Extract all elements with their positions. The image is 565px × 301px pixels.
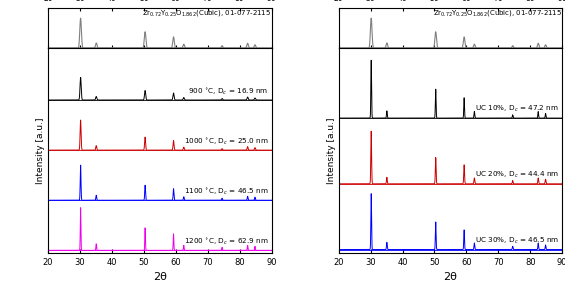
Text: 1200 $^{\circ}$C, D$_c$ = 62.9 nm: 1200 $^{\circ}$C, D$_c$ = 62.9 nm — [184, 237, 268, 247]
Text: UC 20%, D$_c$ = 44.4 nm: UC 20%, D$_c$ = 44.4 nm — [475, 170, 559, 180]
Text: Zr$_{0.72}$Y$_{0.25}$O$_{1.862}$(Cubic), 01-077-2115: Zr$_{0.72}$Y$_{0.25}$O$_{1.862}$(Cubic),… — [142, 8, 271, 18]
Text: 1100 $^{\circ}$C, D$_c$ = 46.5 nm: 1100 $^{\circ}$C, D$_c$ = 46.5 nm — [184, 186, 268, 197]
X-axis label: 2θ: 2θ — [444, 272, 457, 282]
X-axis label: 2θ: 2θ — [153, 272, 167, 282]
Text: 900 $^{\circ}$C, D$_c$ = 16.9 nm: 900 $^{\circ}$C, D$_c$ = 16.9 nm — [188, 86, 268, 97]
Y-axis label: Intensity [a.u.]: Intensity [a.u.] — [36, 117, 45, 184]
Text: UC 10%, D$_c$ = 47.2 nm: UC 10%, D$_c$ = 47.2 nm — [475, 104, 559, 114]
Y-axis label: Intensity [a.u.]: Intensity [a.u.] — [327, 117, 336, 184]
Text: Zr$_{0.72}$Y$_{0.25}$O$_{1.862}$(Cubic), 01-077-2115: Zr$_{0.72}$Y$_{0.25}$O$_{1.862}$(Cubic),… — [433, 8, 562, 18]
Text: 1000 $^{\circ}$C, D$_c$ = 25.0 nm: 1000 $^{\circ}$C, D$_c$ = 25.0 nm — [184, 136, 268, 147]
Text: UC 30%, D$_c$ = 46.5 nm: UC 30%, D$_c$ = 46.5 nm — [475, 235, 559, 246]
